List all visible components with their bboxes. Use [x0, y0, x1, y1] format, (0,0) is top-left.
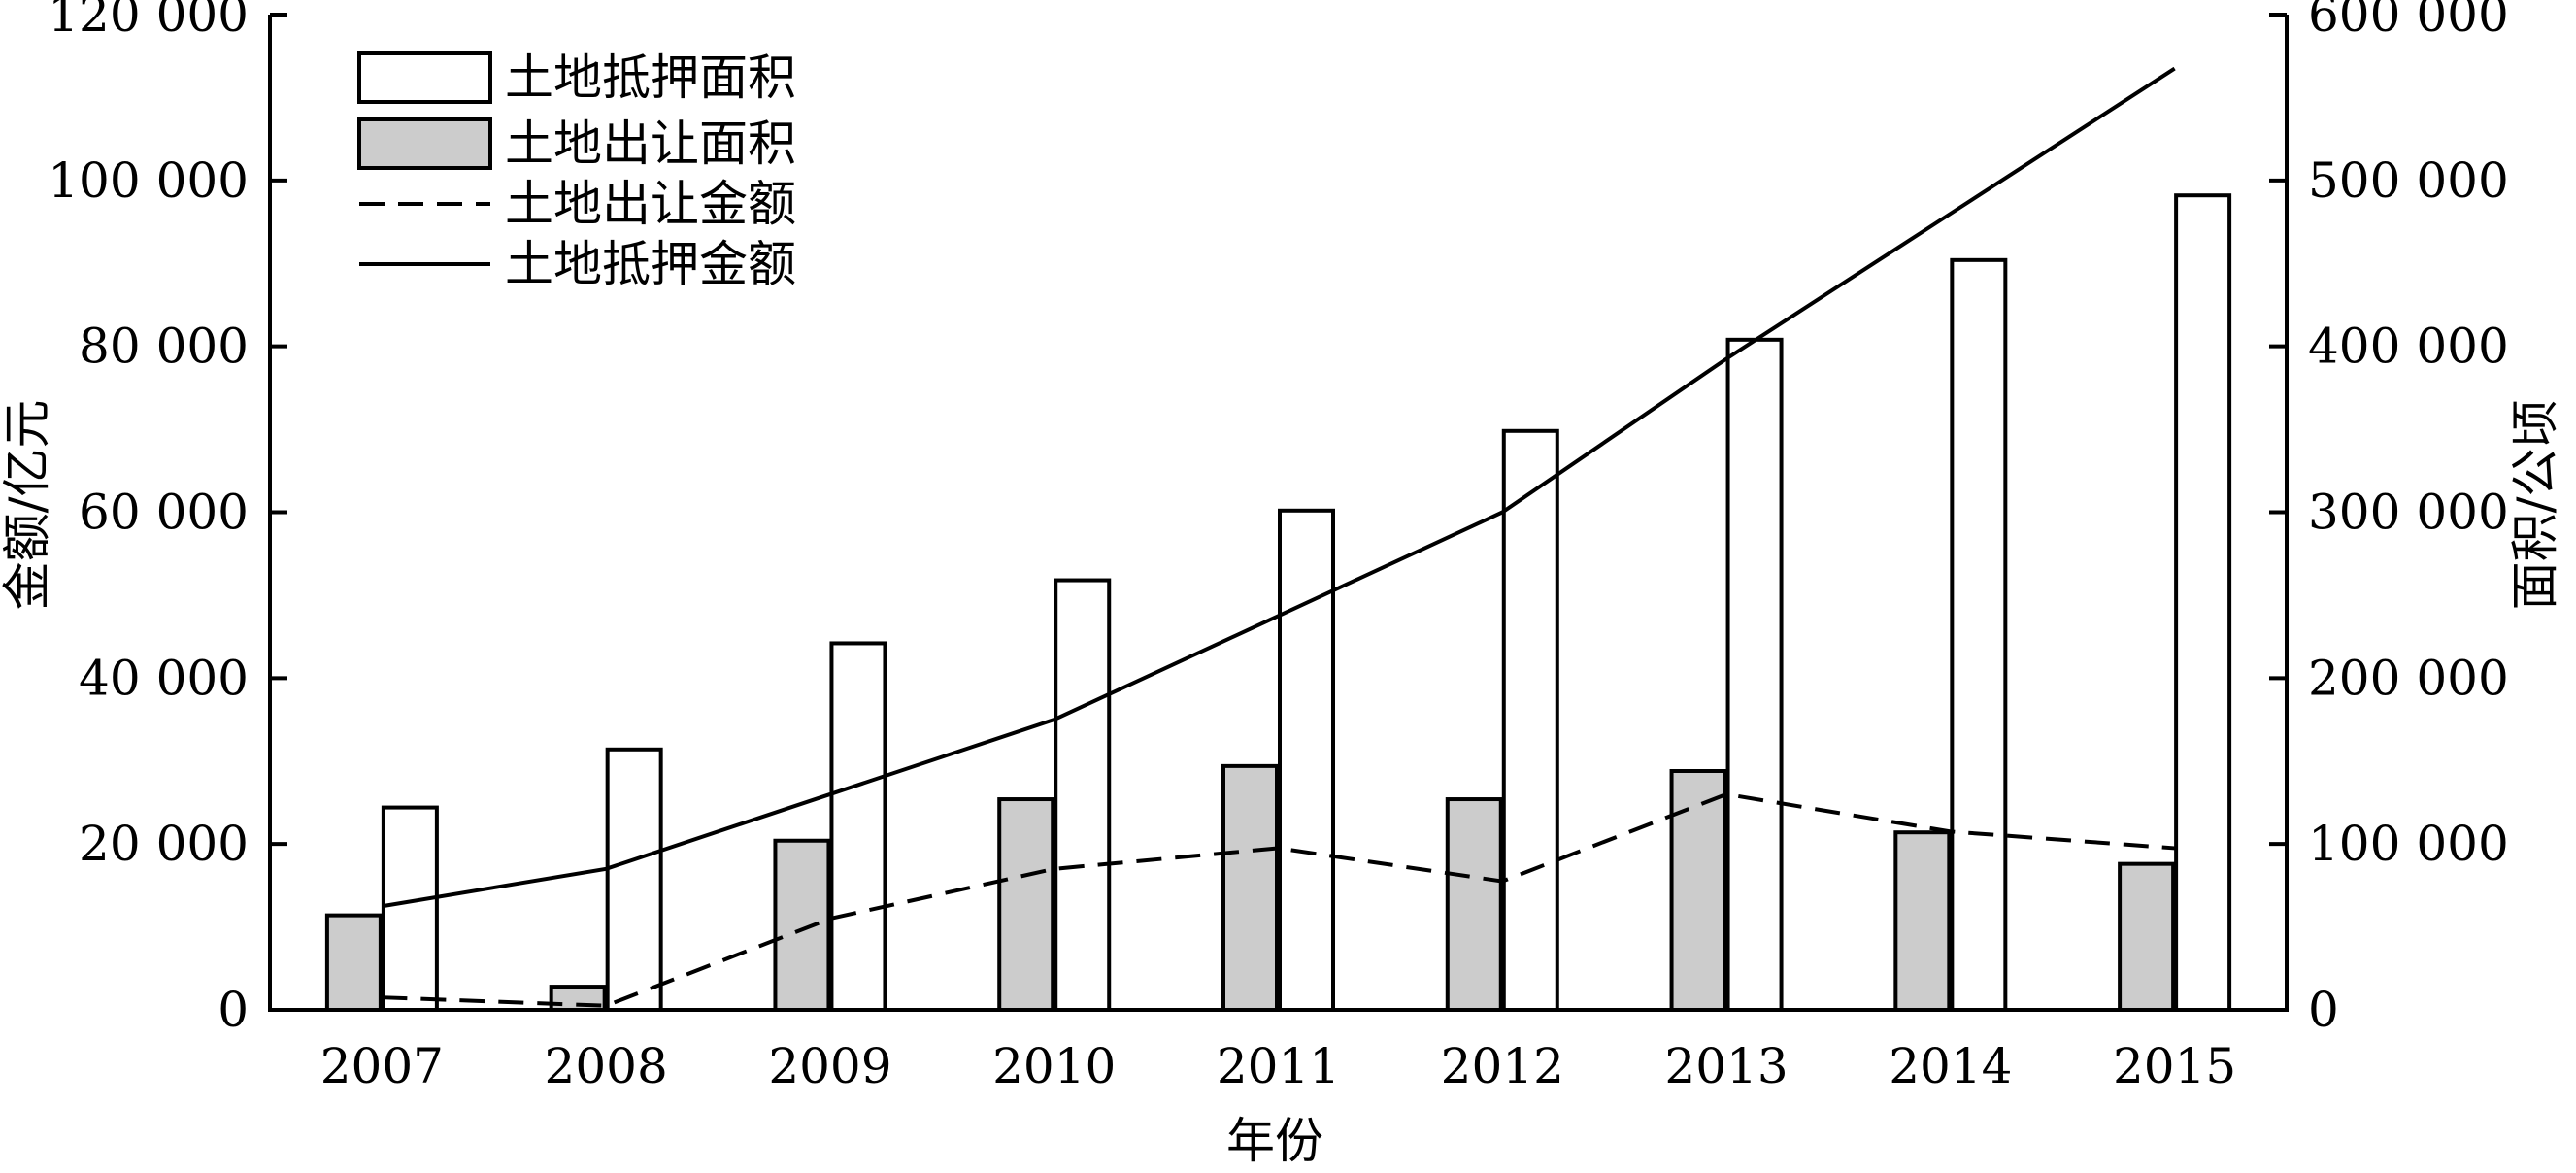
bar-transfer-area-2015: [2118, 861, 2176, 1013]
right-tick-label: 500 000: [2308, 152, 2509, 209]
x-tick-label: 2015: [2113, 1038, 2236, 1094]
ticks: 0 20 000 40 000 60 000 80 000 100 000 120 000 0…: [48, 0, 2509, 1094]
bar-mortgage-area-2007: [381, 805, 439, 1012]
bar-transfer-area-2009: [773, 838, 831, 1012]
bar-mortgage-area-2014: [1950, 257, 2008, 1013]
x-tick-label: 2008: [545, 1038, 668, 1094]
bar-mortgage-area-2013: [1725, 337, 1784, 1013]
lines: [382, 66, 2176, 1008]
bars: [324, 193, 2232, 1013]
x-tick-label: 2014: [1889, 1038, 2012, 1094]
legend-label: 土地抵押面积: [505, 50, 796, 106]
bar-mortgage-area-2009: [829, 641, 887, 1012]
right-tick-label: 600 000: [2308, 0, 2509, 43]
left-tick-label: 0: [217, 982, 249, 1038]
bar-mortgage-area-2015: [2174, 193, 2232, 1013]
left-tick-label: 40 000: [79, 650, 249, 706]
bar-transfer-area-2013: [1669, 769, 1727, 1012]
bar-mortgage-area-2011: [1278, 508, 1335, 1012]
right-tick-label: 400 000: [2308, 318, 2509, 375]
legend-swatch: [357, 117, 492, 170]
left-tick-label: 60 000: [79, 485, 249, 541]
bar-mortgage-area-2010: [1054, 578, 1112, 1013]
right-tick-label: 200 000: [2308, 650, 2509, 706]
legend-swatch: [357, 51, 492, 104]
bar-transfer-area-2014: [1893, 830, 1952, 1012]
x-tick-label: 2013: [1664, 1038, 1788, 1094]
right-tick-label: 0: [2308, 982, 2339, 1038]
bar-transfer-area-2007: [324, 913, 383, 1012]
x-axis-title: 年份: [1226, 1113, 1323, 1169]
bar-transfer-area-2010: [997, 797, 1055, 1013]
x-tick-label: 2007: [320, 1038, 444, 1094]
line-transfer-amount: [382, 791, 2175, 1008]
left-tick-label: 100 000: [48, 152, 249, 209]
bar-mortgage-area-2012: [1501, 428, 1559, 1012]
right-axis-title: 面积/公顷: [2507, 400, 2563, 611]
left-tick-label: 120 000: [48, 0, 249, 43]
legend-label: 土地抵押金额: [505, 236, 796, 292]
x-tick-label: 2012: [1441, 1038, 1564, 1094]
right-tick-label: 100 000: [2308, 816, 2509, 872]
left-axis-title: 金额/亿元: [0, 400, 55, 611]
x-tick-label: 2010: [992, 1038, 1116, 1094]
x-tick-label: 2011: [1217, 1038, 1340, 1094]
legend-label: 土地出让面积: [505, 116, 796, 172]
bar-mortgage-area-2008: [605, 747, 663, 1013]
bar-transfer-area-2011: [1221, 763, 1279, 1012]
legend-label: 土地出让金额: [505, 176, 796, 232]
line-mortgage-amount: [382, 66, 2176, 909]
right-tick-label: 300 000: [2308, 485, 2509, 541]
left-tick-label: 80 000: [79, 318, 249, 375]
left-tick-label: 20 000: [79, 816, 249, 872]
x-tick-label: 2009: [768, 1038, 891, 1094]
bar-transfer-area-2012: [1445, 797, 1503, 1013]
